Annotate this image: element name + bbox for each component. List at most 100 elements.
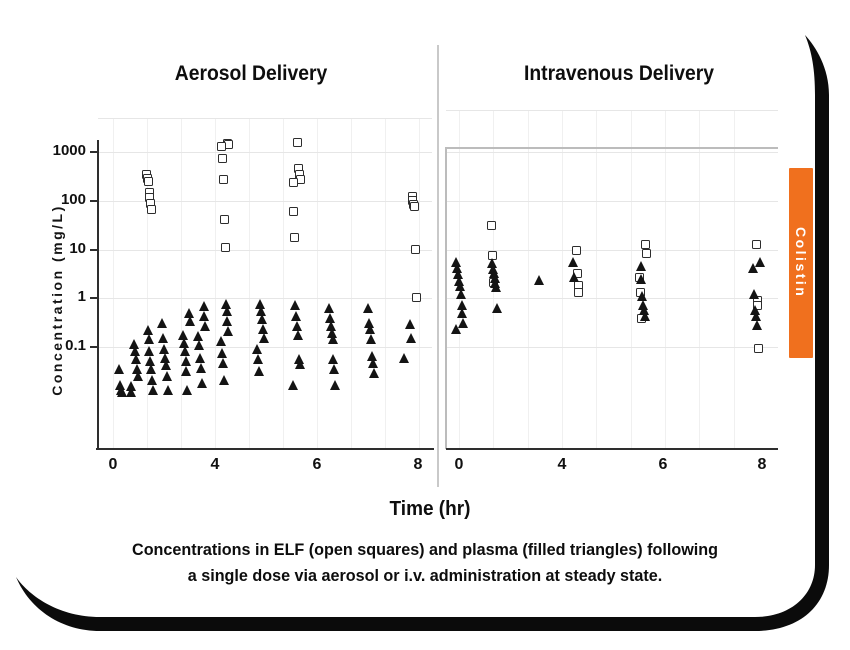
data-point-square-elf — [290, 232, 300, 242]
grid-line-horizontal — [98, 152, 432, 153]
y-tick-mark — [90, 199, 97, 202]
grid-line-horizontal — [98, 249, 432, 251]
data-point-triangle-plasma — [287, 379, 298, 390]
y-tick-label: 0.1 — [65, 337, 86, 355]
data-point-triangle-plasma — [142, 324, 153, 335]
right-panel-x-axis — [446, 448, 778, 450]
grid-line-vertical — [215, 118, 216, 448]
data-point-triangle-plasma — [251, 344, 262, 355]
data-point-triangle-plasma — [217, 358, 228, 369]
data-point-triangle-plasma — [292, 329, 303, 340]
grid-line-vertical — [181, 118, 182, 448]
data-point-triangle-plasma — [195, 363, 206, 374]
data-point-triangle-plasma — [534, 274, 545, 285]
data-point-triangle-plasma — [323, 303, 334, 314]
data-point-square-elf — [751, 239, 761, 249]
data-point-square-elf — [220, 243, 230, 253]
grid-line-vertical — [419, 118, 420, 448]
data-point-triangle-plasma — [398, 352, 409, 363]
data-point-triangle-plasma — [180, 355, 191, 366]
data-point-triangle-plasma — [144, 345, 155, 356]
data-point-triangle-plasma — [327, 334, 338, 345]
data-point-triangle-plasma — [492, 303, 503, 314]
data-point-triangle-plasma — [747, 263, 758, 274]
x-tick-label: 4 — [210, 456, 220, 473]
data-point-triangle-plasma — [218, 374, 229, 385]
grid-line-vertical — [596, 110, 598, 448]
data-point-triangle-plasma — [252, 354, 263, 365]
data-point-triangle-plasma — [363, 303, 374, 314]
data-point-triangle-plasma — [196, 378, 207, 389]
x-tick-label: 6 — [658, 456, 668, 473]
data-point-square-elf — [289, 207, 299, 217]
grid-line-horizontal — [446, 298, 778, 300]
data-point-triangle-plasma — [457, 308, 468, 319]
data-point-triangle-plasma — [367, 358, 378, 369]
grid-line-vertical — [630, 110, 632, 448]
grid-line-vertical — [699, 110, 701, 448]
grid-line-horizontal — [98, 118, 432, 119]
data-point-triangle-plasma — [328, 354, 339, 365]
data-point-triangle-plasma — [148, 384, 159, 395]
data-point-triangle-plasma — [157, 317, 168, 328]
data-point-square-elf — [571, 246, 581, 256]
data-point-square-elf — [412, 292, 422, 302]
grid-line-vertical — [317, 118, 318, 448]
data-point-triangle-plasma — [491, 282, 502, 293]
x-tick-label: 0 — [108, 456, 118, 473]
data-point-square-elf — [410, 202, 420, 212]
data-point-triangle-plasma — [194, 340, 205, 351]
x-tick-label: 6 — [312, 456, 322, 473]
data-point-triangle-plasma — [253, 365, 264, 376]
data-point-triangle-plasma — [147, 374, 158, 385]
grid-line-vertical — [351, 118, 352, 448]
data-point-triangle-plasma — [368, 368, 379, 379]
data-point-triangle-plasma — [158, 332, 169, 343]
x-tick-label: 0 — [454, 456, 464, 473]
y-tick-label: 10 — [69, 239, 86, 257]
grid-line-horizontal — [446, 200, 778, 202]
data-point-square-elf — [486, 221, 496, 231]
data-point-triangle-plasma — [406, 332, 416, 343]
data-point-triangle-plasma — [182, 384, 193, 395]
right-panel-left-frame — [445, 147, 447, 449]
data-point-triangle-plasma — [200, 321, 211, 332]
left-panel-y-axis — [97, 140, 99, 450]
data-point-triangle-plasma — [330, 379, 341, 390]
data-point-square-elf — [217, 141, 227, 151]
data-point-triangle-plasma — [455, 289, 466, 300]
data-point-triangle-plasma — [194, 352, 205, 363]
data-point-triangle-plasma — [640, 311, 650, 322]
x-axis-label: Time (hr) — [389, 498, 471, 520]
data-point-triangle-plasma — [199, 311, 210, 322]
data-point-triangle-plasma — [198, 301, 209, 312]
grid-line-vertical — [249, 118, 250, 448]
data-point-triangle-plasma — [405, 318, 416, 329]
y-tick-label: 1 — [77, 288, 86, 306]
grid-line-vertical — [283, 118, 284, 448]
colistin-tab[interactable]: Colistin — [789, 168, 813, 358]
data-point-triangle-plasma — [161, 371, 172, 382]
x-tick-label: 8 — [757, 456, 767, 473]
data-point-triangle-plasma — [146, 363, 157, 374]
data-point-triangle-plasma — [132, 371, 143, 382]
data-point-triangle-plasma — [185, 316, 196, 327]
data-point-triangle-plasma — [635, 260, 646, 271]
x-tick-label: 4 — [557, 456, 567, 473]
data-point-square-elf — [411, 245, 421, 255]
grid-line-vertical — [113, 118, 114, 448]
data-point-triangle-plasma — [130, 354, 141, 365]
data-point-triangle-plasma — [636, 273, 647, 284]
data-point-square-elf — [641, 239, 650, 249]
data-point-triangle-plasma — [568, 271, 579, 282]
grid-line-vertical — [733, 110, 735, 448]
data-point-triangle-plasma — [451, 323, 462, 334]
data-point-triangle-plasma — [294, 359, 305, 370]
caption-line-2: a single dose via aerosol or i.v. admini… — [187, 566, 663, 585]
data-point-triangle-plasma — [126, 387, 137, 397]
y-tick-label: 100 — [60, 190, 86, 208]
data-point-triangle-plasma — [365, 323, 376, 334]
data-point-triangle-plasma — [223, 325, 234, 336]
data-point-triangle-plasma — [221, 306, 232, 317]
